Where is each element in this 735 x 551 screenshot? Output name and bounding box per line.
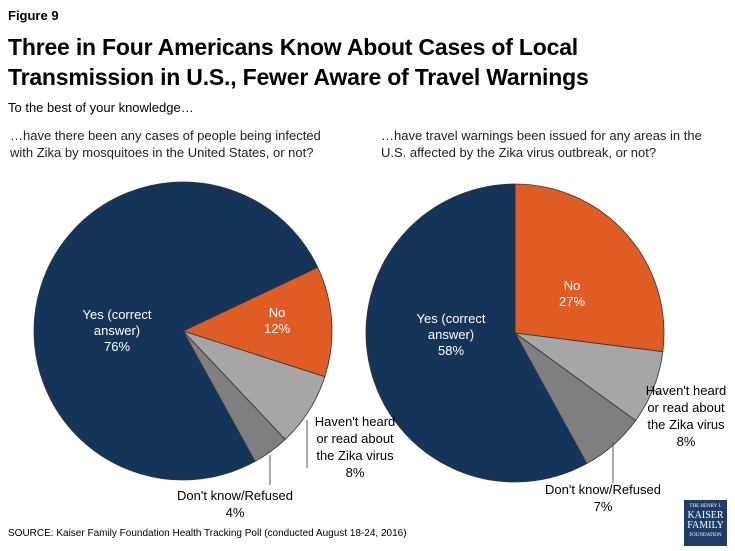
- left-yes-label: Yes (correct answer) 76%: [82, 307, 152, 354]
- left-pie-slice-no: [181, 266, 333, 378]
- left-no-label: No 12%: [263, 305, 291, 336]
- subtitle: To the best of your knowledge…: [8, 100, 194, 115]
- left-pie: [33, 181, 333, 481]
- source-note: SOURCE: Kaiser Family Foundation Health …: [8, 528, 407, 539]
- right-havent-label: Haven't heard or read about the Zika vir…: [645, 383, 727, 449]
- right-pie: [365, 183, 665, 483]
- right-pie-slice-no: [514, 183, 665, 353]
- right-pie-question: …have travel warnings been issued for an…: [381, 128, 702, 160]
- left-havent-label: Haven't heard or read about the Zika vir…: [314, 414, 396, 480]
- right-pie-slice-yes: [365, 183, 588, 483]
- right-dontknow-label: Don't know/Refused 7%: [545, 482, 661, 514]
- chart-title: Three in Four Americans Know About Cases…: [8, 34, 589, 90]
- left-dontknow-label: Don't know/Refused 4%: [177, 488, 293, 520]
- left-pie-question: …have there been any cases of people bei…: [10, 128, 321, 160]
- left-pie-slice-yes: [33, 181, 319, 481]
- right-yes-label: Yes (correct answer) 58%: [416, 311, 486, 358]
- figure-label: Figure 9: [8, 8, 59, 23]
- leader-line-right-havent: [650, 385, 660, 394]
- kff-logo: THE HENRY J. KAISER FAMILY FOUNDATION: [684, 500, 727, 546]
- right-no-label: No 27%: [558, 278, 586, 309]
